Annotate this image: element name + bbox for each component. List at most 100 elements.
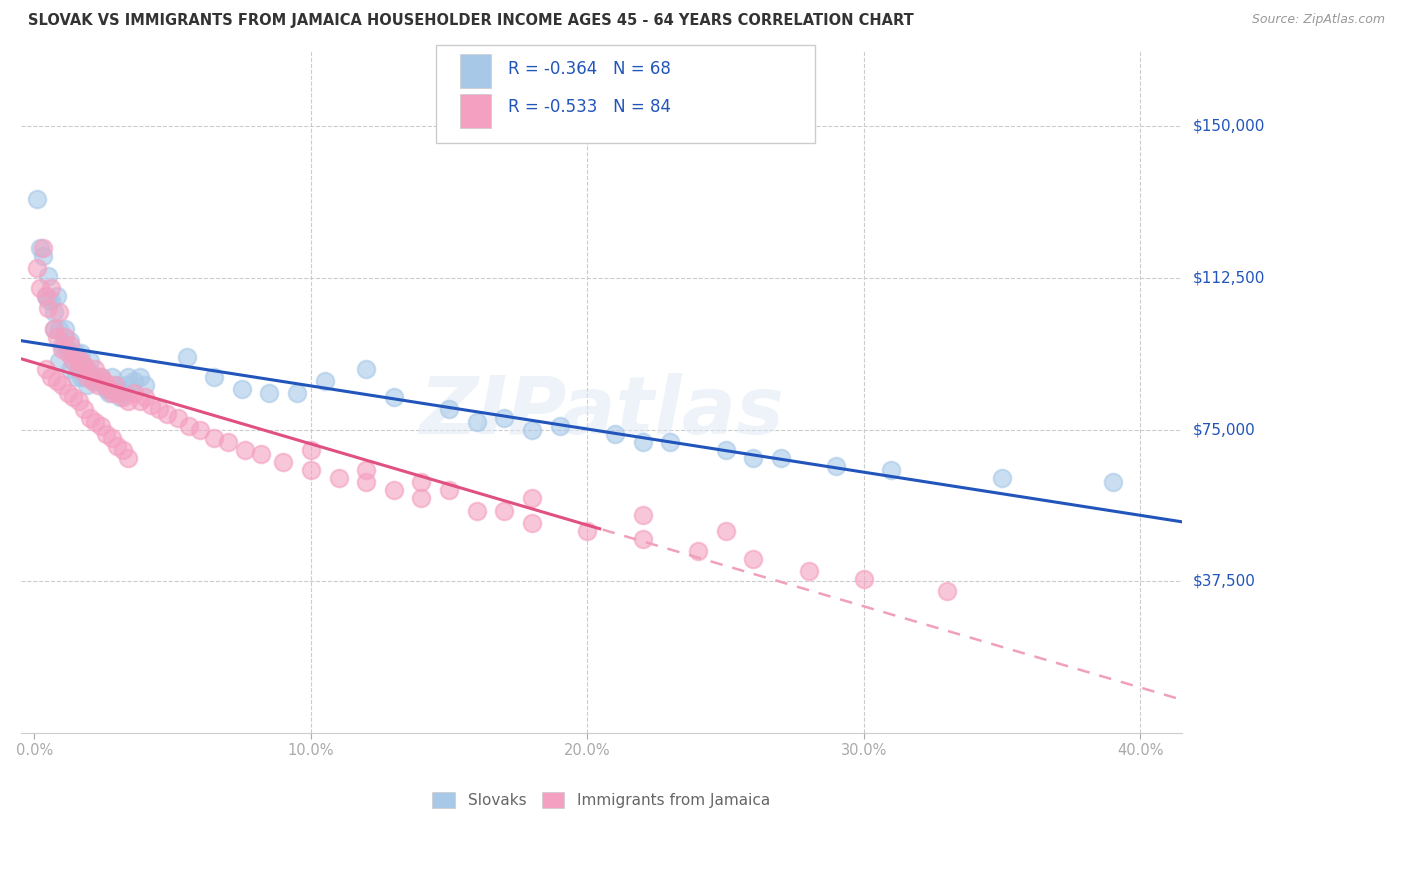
Point [65, 370, 87, 384]
Point [494, 503, 516, 517]
Point [328, 471, 350, 485]
Point [117, 450, 139, 465]
Text: $150,000: $150,000 [1192, 119, 1265, 134]
Point [465, 415, 488, 429]
Point [84, 374, 107, 388]
Point [34, 289, 56, 303]
Point [742, 450, 765, 465]
Point [98, 382, 121, 396]
Point [382, 390, 405, 404]
Point [769, 450, 792, 465]
Point [299, 463, 322, 477]
Point [87, 378, 110, 392]
Point [117, 394, 139, 409]
Point [354, 463, 377, 477]
Text: ZIPatlas: ZIPatlas [419, 373, 783, 451]
Point [465, 503, 488, 517]
Point [101, 386, 124, 401]
Point [797, 564, 820, 578]
Point [179, 418, 201, 433]
Point [56, 346, 79, 360]
Point [51, 342, 73, 356]
Point [76, 362, 98, 376]
Point [82, 374, 104, 388]
Point [111, 390, 134, 404]
Text: $75,000: $75,000 [1192, 422, 1256, 437]
Point [935, 584, 957, 599]
Point [494, 410, 516, 425]
Point [148, 402, 170, 417]
Point [411, 475, 433, 490]
Point [62, 354, 84, 368]
Point [79, 410, 101, 425]
Point [128, 370, 150, 384]
Point [37, 293, 59, 308]
Point [76, 378, 98, 392]
Point [576, 524, 599, 538]
Point [45, 374, 67, 388]
Point [437, 402, 460, 417]
Point [48, 305, 70, 319]
Point [104, 382, 127, 396]
Point [42, 321, 65, 335]
Point [742, 552, 765, 566]
Text: R = -0.533   N = 84: R = -0.533 N = 84 [508, 98, 671, 116]
Point [880, 463, 903, 477]
Point [34, 289, 56, 303]
Point [156, 407, 179, 421]
Point [59, 362, 82, 376]
Point [250, 447, 273, 461]
Point [852, 572, 875, 586]
Point [217, 434, 239, 449]
Point [176, 350, 198, 364]
Text: $37,500: $37,500 [1192, 574, 1256, 589]
Point [659, 434, 682, 449]
Point [70, 354, 93, 368]
Point [714, 442, 737, 457]
Text: $112,500: $112,500 [1192, 270, 1265, 285]
Point [28, 281, 51, 295]
Point [128, 394, 150, 409]
Point [714, 524, 737, 538]
Point [73, 370, 96, 384]
Point [34, 362, 56, 376]
Point [101, 370, 124, 384]
Point [42, 321, 65, 335]
Point [42, 305, 65, 319]
Point [285, 386, 308, 401]
Point [62, 390, 84, 404]
Point [79, 366, 101, 380]
Point [28, 241, 51, 255]
Point [202, 431, 225, 445]
Point [62, 354, 84, 368]
Point [98, 386, 121, 401]
Point [134, 390, 156, 404]
Point [84, 415, 107, 429]
Point [202, 370, 225, 384]
Point [631, 508, 654, 522]
Point [107, 439, 129, 453]
Point [73, 402, 96, 417]
Point [51, 378, 73, 392]
Point [53, 338, 76, 352]
Point [39, 281, 62, 295]
Point [167, 410, 190, 425]
Point [107, 378, 129, 392]
Point [37, 268, 59, 283]
Point [134, 378, 156, 392]
Point [991, 471, 1014, 485]
Point [520, 491, 543, 506]
Point [382, 483, 405, 498]
Point [45, 289, 67, 303]
Point [53, 321, 76, 335]
Point [67, 394, 90, 409]
Point [188, 423, 211, 437]
Point [93, 374, 115, 388]
Point [825, 459, 848, 474]
Point [117, 370, 139, 384]
Point [271, 455, 294, 469]
Point [299, 442, 322, 457]
Point [104, 378, 127, 392]
Point [82, 374, 104, 388]
Point [631, 434, 654, 449]
